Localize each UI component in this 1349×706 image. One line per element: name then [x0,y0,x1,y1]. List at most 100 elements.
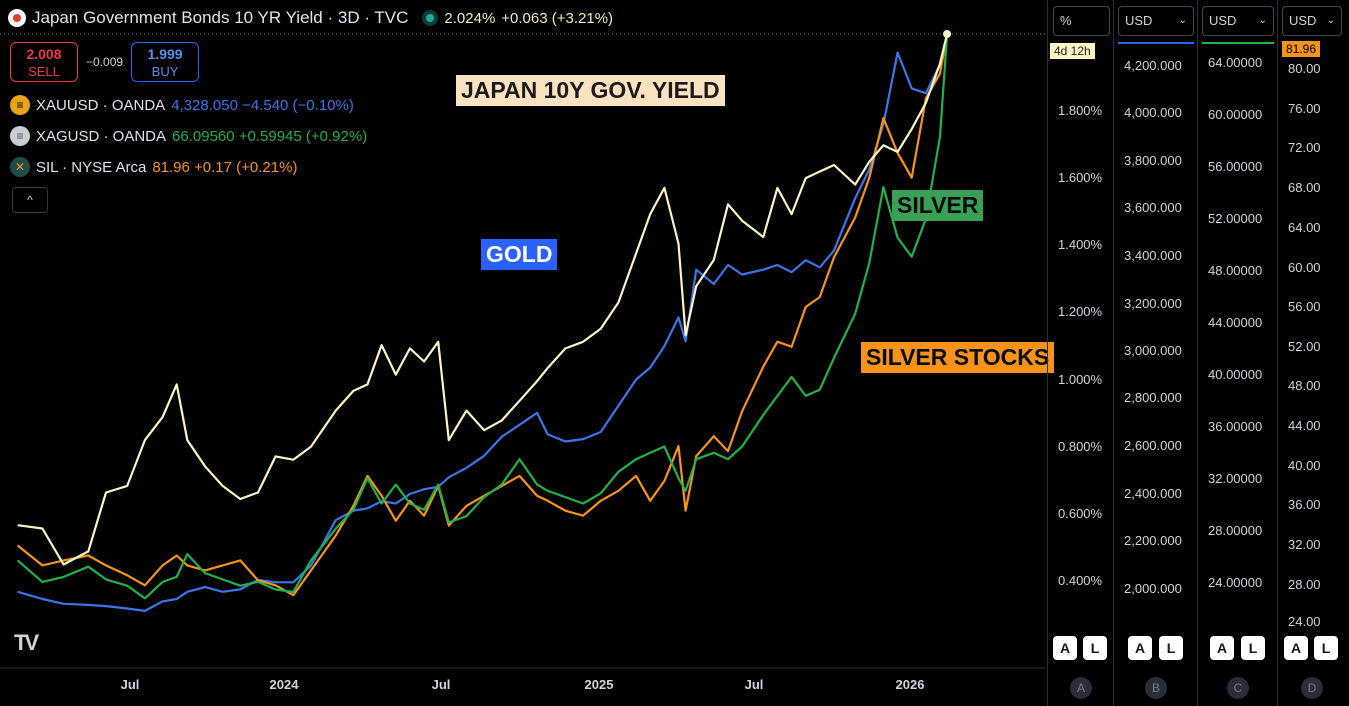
header-price: 2.024% [444,9,496,27]
log-scale-button[interactable]: L [1083,636,1107,660]
chart-title[interactable]: Japan Government Bonds 10 YR Yield · 3D … [32,8,409,27]
log-scale-button[interactable]: L [1314,636,1338,660]
axis-a-tick: 1.400% [1058,237,1103,252]
legend-row-xagusd[interactable]: ≡ XAGUSD · OANDA 66.09560 +0.59945 (+0.9… [10,126,367,146]
log-scale-button[interactable]: L [1241,636,1265,660]
trade-panel: 2.008 SELL −0.009 1.999 BUY [10,42,200,82]
axis-b-tick: 2,800.000 [1124,390,1182,405]
axis-d-tick: 64.00 [1288,220,1321,235]
axis-b-tick: 3,200.000 [1124,296,1182,311]
axis-d-tick: 36.00 [1288,497,1321,512]
scale-letter: B [1145,677,1167,699]
axis-c-tick: 44.00000 [1208,315,1263,330]
legend-row-sil[interactable]: ✕ SIL · NYSE Arca 81.96 +0.17 (+0.21%) [10,157,297,177]
axis-a-tick: 1.600% [1058,170,1103,185]
countdown-badge: 4d 12h [1050,43,1095,59]
series-line-d[interactable] [17,33,949,597]
spread-value: −0.009 [86,55,124,69]
sell-button[interactable]: 2.008 SELL [10,42,78,82]
tradingview-logo-icon[interactable]: TV [14,630,39,655]
price-chart[interactable] [0,0,1048,706]
price-axis-c[interactable]: USD ⌄ 64.00000 60.00000 56.00000 52.00000… [1197,0,1278,706]
axis-b-tick: 4,000.000 [1124,105,1182,120]
unit-selector-d[interactable]: USD ⌄ [1282,6,1342,36]
time-tick: Jul [120,677,140,692]
legend-symbol-name: SIL · NYSE Arca [36,158,147,176]
auto-scale-button[interactable]: A [1128,636,1152,660]
unit-selector-b[interactable]: USD ⌄ [1118,6,1194,36]
auto-scale-button[interactable]: A [1053,636,1077,660]
axis-a-tick: 1.000% [1058,372,1103,387]
axis-b-tick: 2,000.000 [1124,581,1182,596]
axis-b-tick: 3,400.000 [1124,248,1182,263]
chevron-down-icon: ⌄ [1178,15,1187,26]
legend-symbol-values: 4,328.050 −4.540 (−0.10%) [171,96,354,114]
buy-price: 1.999 [147,46,183,62]
market-status-icon [422,10,439,26]
axis-c-tick: 56.00000 [1208,159,1263,174]
time-tick: 2025 [584,677,614,692]
time-tick: 2026 [895,677,925,692]
axis-c-tick: 52.00000 [1208,211,1263,226]
axis-c-tick: 32.00000 [1208,471,1263,486]
legend-symbol-values: 81.96 +0.17 (+0.21%) [152,158,298,176]
series-line-a[interactable] [17,33,949,566]
axis-d-tick: 52.00 [1288,339,1321,354]
legend-symbol-name: XAGUSD · OANDA [36,127,167,145]
series-line-c[interactable] [16,33,949,600]
legend-row-xauusd[interactable]: ≡ XAUUSD · OANDA 4,328.050 −4.540 (−0.10… [10,95,354,115]
axis-c-tick: 24.00000 [1208,575,1263,590]
axis-b-tick: 3,000.000 [1124,343,1182,358]
axis-d-tick: 60.00 [1288,260,1321,275]
time-tick: Jul [431,677,451,692]
buy-button[interactable]: 1.999 BUY [131,42,200,82]
axis-c-tick: 40.00000 [1208,367,1263,382]
header-change: +0.063 (+3.21%) [501,9,614,27]
axis-c-tick: 64.00000 [1208,55,1263,70]
axis-d-tick: 40.00 [1288,458,1321,473]
silver-icon: ≡ [10,126,30,146]
log-scale-button[interactable]: L [1159,636,1183,660]
unit-selector-a[interactable]: % [1053,6,1110,36]
auto-scale-button[interactable]: A [1284,636,1308,660]
axis-b-tick: 2,200.000 [1124,533,1182,548]
axis-a-tick: 1.200% [1058,304,1103,319]
buy-label: BUY [151,64,179,79]
price-axis-a[interactable]: % 4d 12h 1.800% 1.600% 1.400% 1.200% 1.0… [1047,0,1114,706]
axis-b-tick: 3,800.000 [1124,153,1182,168]
axis-d-tick: 28.00 [1288,577,1321,592]
axis-d-tick: 68.00 [1288,180,1321,195]
unit-selector-c[interactable]: USD ⌄ [1202,6,1274,36]
axis-a-tick: 0.600% [1058,506,1103,521]
label-japan-yield: JAPAN 10Y GOV. YIELD [456,75,725,106]
sell-label: SELL [28,64,60,79]
last-price-tag: 81.96 [1282,41,1321,57]
legend-symbol-values: 66.09560 +0.59945 (+0.92%) [172,127,368,145]
axis-c-indicator [1202,42,1274,44]
series-line-b[interactable] [17,33,949,612]
last-point-marker [943,30,952,38]
collapse-legend-button[interactable]: ^ [12,187,48,213]
scale-letter: A [1070,677,1092,699]
axis-c-tick: 60.00000 [1208,107,1263,122]
chevron-down-icon: ⌄ [1326,15,1335,26]
axis-d-tick: 24.00 [1288,614,1321,629]
chevron-down-icon: ⌄ [1258,15,1267,26]
auto-scale-button[interactable]: A [1210,636,1234,660]
axis-c-tick: 28.00000 [1208,523,1263,538]
time-tick: 2024 [269,677,299,692]
price-axis-d[interactable]: USD ⌄ 81.96 80.00 76.00 72.00 68.00 64.00… [1277,0,1349,706]
label-silver-stocks: SILVER STOCKS [861,342,1055,373]
axis-b-tick: 2,400.000 [1124,486,1182,501]
price-axis-b[interactable]: USD ⌄ 4,200.000 4,000.000 3,800.000 3,600… [1113,0,1198,706]
sell-price: 2.008 [26,46,62,62]
axis-d-tick: 32.00 [1288,537,1321,552]
etf-icon: ✕ [10,157,30,177]
japan-flag-icon [8,9,26,27]
scale-letter: D [1301,677,1323,699]
axis-d-tick: 48.00 [1288,378,1321,393]
axis-d-tick: 76.00 [1288,101,1321,116]
legend-symbol-name: XAUUSD · OANDA [36,96,166,114]
axis-a-tick: 0.400% [1058,573,1103,588]
label-silver: SILVER [892,190,984,221]
